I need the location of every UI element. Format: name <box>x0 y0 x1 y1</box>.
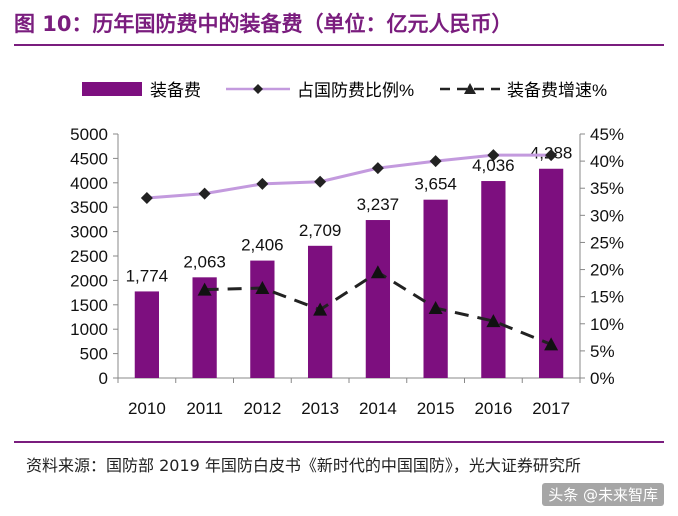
left-tick-label: 3000 <box>70 223 108 242</box>
growth-marker <box>428 301 443 315</box>
legend-share-label: 占国防费比例% <box>297 81 414 100</box>
legend-share-marker <box>253 84 263 94</box>
source-note: 资料来源：国防部 2019 年国防白皮书《新时代的中国国防》，光大证券研究所 <box>26 452 666 480</box>
left-tick-label: 5000 <box>70 125 108 144</box>
source-prefix: 资料来源：国防部 <box>26 456 155 475</box>
growth-line-series <box>197 265 559 351</box>
left-tick-label: 1000 <box>70 320 108 339</box>
legend: 装备费 占国防费比例% 装备费增速% <box>82 81 607 100</box>
left-tick-label: 2000 <box>70 271 108 290</box>
share-marker <box>314 175 327 188</box>
bar-value-label: 3,237 <box>357 195 400 214</box>
left-tick-label: 2500 <box>70 247 108 266</box>
x-tick-label: 2015 <box>417 399 455 418</box>
left-tick-label: 1500 <box>70 296 108 315</box>
legend-growth-label: 装备费增速% <box>507 81 607 100</box>
share-marker <box>140 191 153 204</box>
left-tick-label: 4500 <box>70 149 108 168</box>
source-rest: 年国防白皮书《新时代的中国国防》，光大证券研究所 <box>204 456 581 475</box>
bar <box>481 181 506 378</box>
title-rule <box>14 44 664 46</box>
bar-value-label: 1,774 <box>126 266 169 285</box>
right-tick-label: 40% <box>590 152 624 171</box>
bar-value-label: 2,709 <box>299 221 342 240</box>
chart: 装备费 占国防费比例% 装备费增速% 0 500 1000 1500 2000 2500 3… <box>70 81 624 418</box>
right-tick-label: 25% <box>590 233 624 252</box>
share-line <box>146 153 552 200</box>
growth-marker <box>255 280 270 294</box>
bar-value-label: 3,654 <box>414 175 457 194</box>
left-tick-label: 4000 <box>70 174 108 193</box>
legend-bar-swatch <box>82 82 142 96</box>
left-tick-label: 0 <box>99 369 108 388</box>
bar <box>134 291 160 378</box>
bar-value-label: 4,036 <box>472 156 515 175</box>
x-tick-label: 2016 <box>474 399 512 418</box>
share-marker <box>545 149 558 162</box>
figure-title: 图 10：历年国防费中的装备费（单位：亿元人民币） <box>14 12 513 36</box>
share-marker <box>371 162 384 175</box>
right-tick-label: 35% <box>590 179 624 198</box>
bar-value-label: 2,406 <box>241 236 284 255</box>
x-tick-label: 2013 <box>301 399 339 418</box>
x-tick-label: 2010 <box>128 399 166 418</box>
x-tick-label: 2017 <box>532 399 570 418</box>
share-marker <box>429 155 442 168</box>
source-year: 2019 <box>159 456 200 475</box>
left-tick-label: 500 <box>80 345 108 364</box>
growth-marker <box>313 302 328 316</box>
bars <box>134 168 564 378</box>
right-tick-label: 0% <box>590 369 615 388</box>
right-tick-label: 45% <box>590 125 624 144</box>
bar <box>365 220 391 378</box>
growth-marker <box>197 282 212 296</box>
right-tick-label: 5% <box>590 342 615 361</box>
x-tick-label: 2011 <box>186 399 223 418</box>
bar <box>423 199 448 378</box>
growth-marker <box>370 265 385 279</box>
growth-marker <box>486 314 501 328</box>
x-tick-label: 2014 <box>359 399 397 418</box>
legend-bar-label: 装备费 <box>150 81 201 100</box>
growth-marker <box>544 337 559 351</box>
watermark: 头条 @未来智库 <box>542 483 664 506</box>
right-tick-label: 20% <box>590 261 624 280</box>
x-tick-label: 2012 <box>243 399 281 418</box>
share-marker <box>198 187 211 200</box>
right-tick-label: 10% <box>590 315 624 334</box>
right-tick-label: 15% <box>590 288 624 307</box>
legend-growth-marker <box>464 83 476 94</box>
source-rule <box>14 441 664 443</box>
axes: 0 500 1000 1500 2000 2500 3000 3500 4000 4500 5000… <box>70 125 624 418</box>
left-tick-label: 3500 <box>70 198 108 217</box>
share-marker <box>256 177 269 190</box>
bar <box>250 260 275 378</box>
right-tick-label: 30% <box>590 206 624 225</box>
share-marker <box>487 149 500 162</box>
share-line-series <box>140 149 558 204</box>
bar-value-label: 2,063 <box>183 252 226 271</box>
